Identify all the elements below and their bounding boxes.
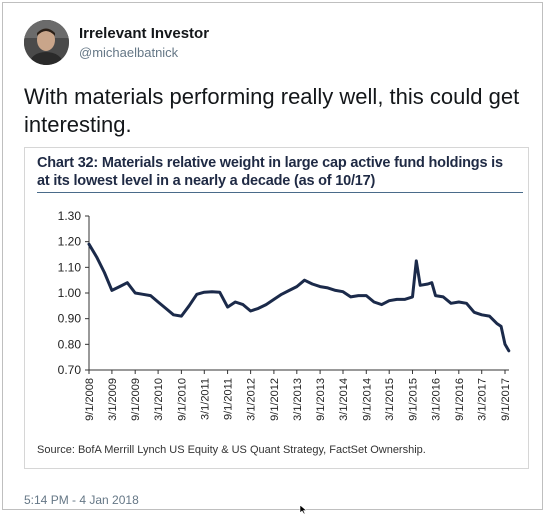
x-tick-label: 9/1/2010 — [176, 378, 188, 421]
x-tick-label: 9/1/2013 — [315, 378, 327, 421]
x-tick-label: 3/1/2012 — [246, 378, 258, 421]
y-tick-label: 1.00 — [58, 286, 82, 300]
display-name[interactable]: Irrelevant Investor — [79, 25, 210, 42]
tweet-text: With materials performing really well, t… — [24, 84, 520, 137]
chart-title-divider — [37, 192, 523, 193]
mouse-cursor-icon — [299, 505, 308, 514]
user-handle[interactable]: @michaelbatnick — [79, 45, 179, 60]
y-tick-label: 1.10 — [58, 260, 82, 274]
x-tick-label: 9/1/2011 — [223, 378, 235, 420]
tweet-timestamp[interactable]: 5:14 PM - 4 Jan 2018 — [24, 493, 139, 507]
y-tick-label: 1.30 — [58, 209, 82, 223]
x-tick-label: 3/1/2013 — [292, 378, 304, 421]
x-tick-label: 3/1/2016 — [431, 378, 443, 421]
x-tick-label: 9/1/2017 — [500, 378, 512, 421]
x-tick-label: 9/1/2015 — [407, 378, 419, 421]
x-tick-label: 3/1/2017 — [477, 378, 489, 421]
x-tick-label: 3/1/2015 — [384, 378, 396, 421]
x-tick-label: 3/1/2009 — [107, 378, 119, 421]
y-tick-label: 0.90 — [58, 312, 82, 326]
x-tick-label: 9/1/2008 — [84, 378, 96, 421]
y-tick-label: 0.70 — [58, 363, 82, 377]
x-tick-label: 9/1/2014 — [361, 378, 373, 421]
x-tick-label: 9/1/2012 — [269, 378, 281, 421]
chart-source: Source: BofA Merrill Lynch US Equity & U… — [37, 444, 426, 456]
y-tick-label: 1.20 — [58, 235, 82, 249]
chart-title: Chart 32: Materials relative weight in l… — [37, 155, 503, 189]
x-tick-label: 3/1/2014 — [338, 378, 350, 421]
line-chart: 1.30 1.20 1.10 1.00 0.90 0.80 0.709/1/2008 3/1/… — [58, 209, 512, 421]
x-tick-label: 3/1/2010 — [153, 378, 165, 421]
series-line — [87, 242, 511, 353]
person-photo-icon — [24, 20, 69, 65]
x-tick-label: 3/1/2011 — [199, 378, 211, 420]
x-tick-label: 9/1/2009 — [130, 378, 142, 421]
x-tick-label: 9/1/2016 — [454, 378, 466, 421]
avatar[interactable] — [24, 20, 69, 65]
tweet-card: Irrelevant Investor @michaelbatnick With… — [2, 2, 543, 510]
y-tick-label: 0.80 — [58, 337, 82, 351]
chart-image[interactable]: Chart 32: Materials relative weight in l… — [24, 147, 529, 469]
